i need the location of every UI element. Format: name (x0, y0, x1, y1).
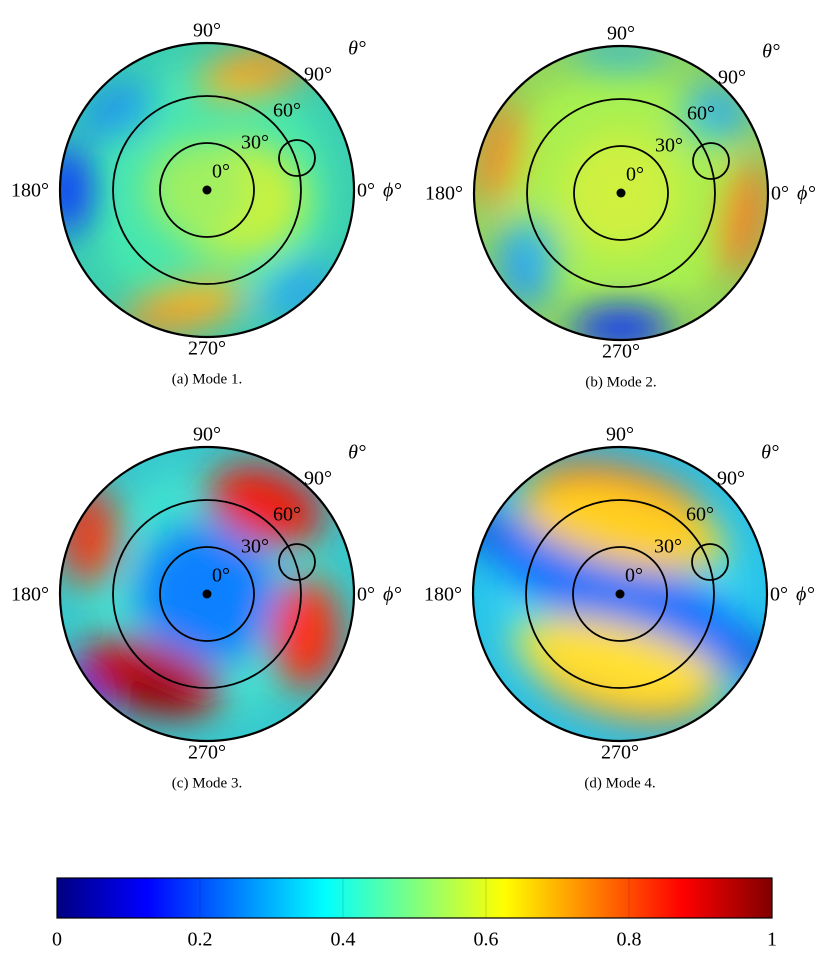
axis-label: 90° (606, 424, 634, 446)
axis-label: 0° (357, 584, 375, 606)
axis-label: θ° (762, 41, 780, 63)
axis-label: 180° (11, 584, 49, 606)
polar-panel: 90°270°180° 0° ϕ°θ°90°60°30°0°(c) Mode 3. (11, 424, 401, 792)
axis-label: 60° (273, 100, 301, 122)
colorbar-tick-label: 0.8 (617, 929, 642, 951)
heatmap (60, 447, 354, 741)
center-dot (202, 589, 212, 599)
polar-panel: 90°270°180° 0° ϕ°θ°90°60°30°0°(a) Mode 1. (11, 20, 401, 388)
axis-label: 180° (425, 183, 463, 205)
axis-label: 60° (687, 103, 715, 125)
outer-circle (58, 445, 356, 743)
heatmap-blob (496, 218, 556, 308)
polar-panel: 90°270°180° 0° ϕ°θ°90°60°30°0°(b) Mode 2. (425, 23, 815, 391)
axis-label: 90° (607, 23, 635, 45)
axis-label: 60° (686, 504, 714, 526)
axis-label: ϕ° (383, 180, 401, 202)
axis-label: 90° (193, 20, 221, 42)
heatmap-blob (513, 476, 727, 572)
colorbar-tick-label: 0.2 (188, 929, 213, 951)
caption: (c) Mode 3. (172, 775, 242, 791)
axis-label: 90° (304, 468, 332, 490)
ring-60 (112, 499, 302, 689)
ring-60 (525, 499, 715, 689)
axis-label: θ° (348, 442, 366, 464)
center-dot (202, 185, 212, 195)
ring-30 (572, 546, 668, 642)
heatmap-blob (60, 674, 97, 734)
axis-label: 270° (602, 341, 640, 363)
axis-label: 90° (193, 424, 221, 446)
colorbar: 0 0.2 0.4 0.6 0.8 1 (52, 877, 777, 951)
heatmap-blob (272, 579, 342, 689)
heatmap-blob (513, 616, 727, 712)
polar-panel: 90°270°180° 0° ϕ°θ°90°60°30°0°(d) Mode 4. (424, 424, 814, 792)
axis-label: 180° (11, 180, 49, 202)
axis-label: θ° (348, 38, 366, 60)
outer-circle (471, 445, 769, 743)
axis-label: ϕ° (796, 584, 814, 606)
center-dot (616, 188, 626, 198)
heatmap-blob (118, 667, 196, 711)
heatmap-blob (147, 140, 247, 240)
axis-label: 180° (424, 584, 462, 606)
axis-label: 30° (655, 135, 683, 157)
axis-label: 270° (188, 742, 226, 764)
axis-label: 30° (654, 536, 682, 558)
heatmap-field (60, 43, 334, 337)
caption: (a) Mode 1. (172, 371, 242, 387)
axis-label: 270° (188, 338, 226, 360)
ring-60 (526, 98, 716, 288)
marker-circle (692, 142, 730, 180)
outer-circle (58, 41, 356, 339)
heatmap-blob (209, 462, 325, 546)
ring-60 (112, 95, 302, 285)
colorbar-tick-label: 1 (767, 929, 777, 951)
axis-label: 0° (626, 164, 644, 186)
colorbar-tick-label: 0.6 (474, 929, 499, 951)
marker-circle (278, 543, 316, 581)
ring-30 (159, 142, 255, 238)
axis-label: 30° (241, 536, 269, 558)
axis-label: 0° (625, 565, 643, 587)
ring-30 (159, 546, 255, 642)
center-dot (615, 589, 625, 599)
colorbar-tick-label: 0.4 (331, 929, 356, 951)
axis-label: 0° (212, 565, 230, 587)
axis-label: 90° (717, 468, 745, 490)
axis-label: 0° (212, 161, 230, 183)
axis-label: ϕ° (797, 183, 815, 205)
caption: (d) Mode 4. (584, 775, 655, 791)
axis-label: 0° (357, 180, 375, 202)
axis-label: 30° (241, 132, 269, 154)
heatmap-blob (60, 145, 92, 235)
colorbar-gradient (56, 877, 773, 919)
caption: (b) Mode 2. (585, 374, 656, 390)
outer-circle (472, 44, 770, 342)
axis-label: 90° (304, 64, 332, 86)
axis-label: 270° (601, 742, 639, 764)
axis-label: 90° (718, 67, 746, 89)
axis-label: 0° (771, 183, 789, 205)
axis-label: ϕ° (383, 584, 401, 606)
marker-circle (691, 543, 729, 581)
axis-label: θ° (761, 442, 779, 464)
marker-circle (278, 139, 316, 177)
ring-30 (573, 145, 669, 241)
colorbar-tick-label: 0 (52, 929, 62, 951)
heatmap-blob (571, 46, 671, 73)
axis-label: 60° (273, 504, 301, 526)
axis-label: 0° (770, 584, 788, 606)
